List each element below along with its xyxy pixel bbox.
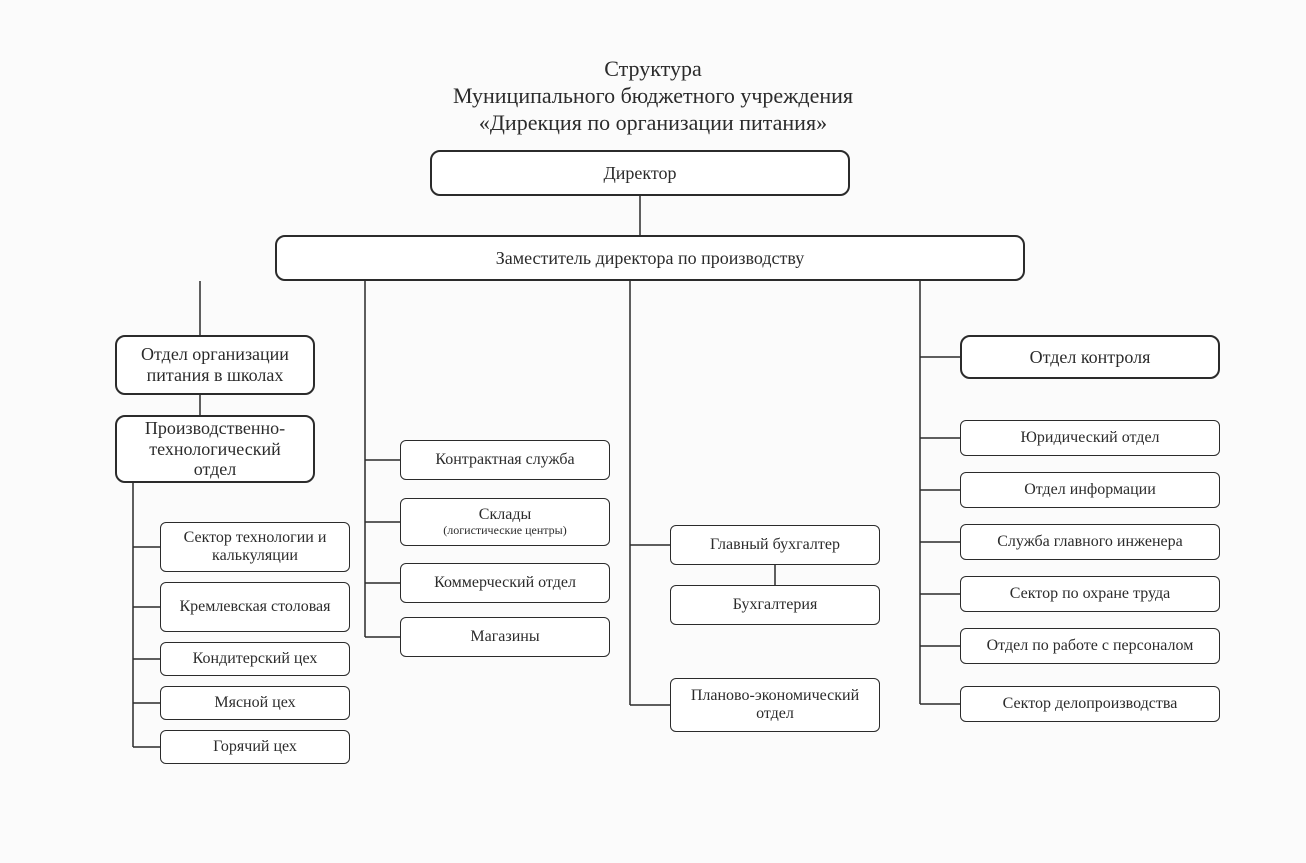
node-planning-dept: Планово-экономический отдел [670,678,880,732]
node-records-sector: Сектор делопроизводства [960,686,1220,722]
node-hr-dept: Отдел по работе с персоналом [960,628,1220,664]
node-commercial-dept: Коммерческий отдел [400,563,610,603]
node-labor-safety: Сектор по охране труда [960,576,1220,612]
node-confectionery-shop: Кондитерский цех [160,642,350,676]
node-prod-tech-dept: Производственно-технологический отдел [115,415,315,483]
node-contract-service: Контрактная служба [400,440,610,480]
title-line-3: «Дирекция по организации питания» [0,109,1306,137]
node-shops: Магазины [400,617,610,657]
node-meat-shop: Мясной цех [160,686,350,720]
node-accounting: Бухгалтерия [670,585,880,625]
node-kremlin-canteen: Кремлевская столовая [160,582,350,632]
title-line-1: Структура [0,55,1306,83]
node-school-food-dept: Отдел организации питания в школах [115,335,315,395]
node-info-dept: Отдел информации [960,472,1220,508]
node-chief-engineer: Служба главного инженера [960,524,1220,560]
node-legal-dept: Юридический отдел [960,420,1220,456]
node-control-dept: Отдел контроля [960,335,1220,379]
org-chart-canvas: Структура Муниципального бюджетного учре… [0,0,1306,863]
title-line-2: Муниципального бюджетного учреждения [0,82,1306,110]
node-tech-calc-sector: Сектор технологии и калькуляции [160,522,350,572]
node-director: Директор [430,150,850,196]
node-chief-accountant: Главный бухгалтер [670,525,880,565]
node-warehouses: Склады(логистические центры) [400,498,610,546]
node-hot-shop: Горячий цех [160,730,350,764]
node-deputy-director: Заместитель директора по производству [275,235,1025,281]
